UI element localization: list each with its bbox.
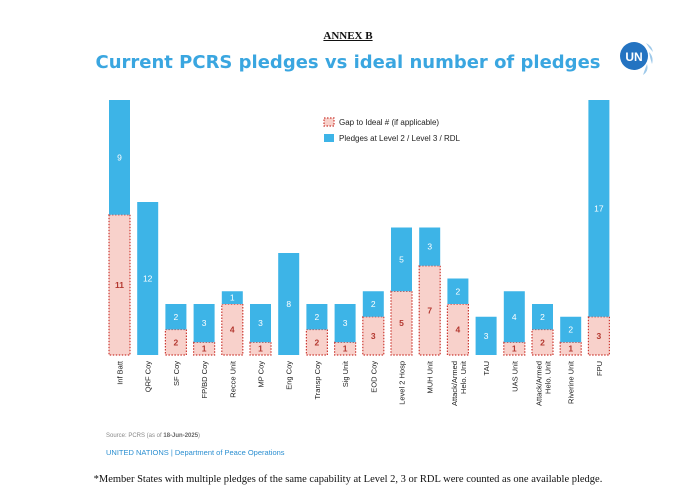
bar-pledges-1 bbox=[137, 202, 159, 355]
legend-label-gap: Gap to Ideal # (if applicable) bbox=[339, 118, 439, 127]
bar-gap-label-8: 1 bbox=[343, 344, 348, 354]
source-prefix: Source: PCRS (as of bbox=[106, 433, 164, 439]
bar-pledges-label-3: 3 bbox=[202, 318, 207, 328]
x-tick-label-8: Sig Unit bbox=[341, 360, 350, 387]
x-tick-label-11: MUH Unit bbox=[426, 360, 435, 393]
bar-gap-label-5: 1 bbox=[258, 344, 263, 354]
bar-pledges-label-15: 2 bbox=[540, 312, 545, 322]
bar-gap-label-12: 4 bbox=[456, 325, 461, 335]
bar-pledges-12 bbox=[447, 278, 469, 304]
bar-pledges-label-10: 5 bbox=[399, 254, 404, 264]
stacked-bar-chart: Gap to Ideal # (if applicable) Pledges a… bbox=[108, 100, 611, 406]
x-tick-label-7: Transp Coy bbox=[313, 361, 322, 400]
bar-pledges-14 bbox=[503, 291, 525, 343]
bar-pledges-label-9: 2 bbox=[371, 299, 376, 309]
bar-pledges-label-0: 9 bbox=[117, 152, 122, 162]
bar-gap-label-9: 3 bbox=[371, 331, 376, 341]
bar-pledges-16 bbox=[560, 316, 582, 343]
legend-swatch-pledges bbox=[324, 134, 334, 142]
bar-gap-label-14: 1 bbox=[512, 344, 517, 354]
bar-gap-label-11: 7 bbox=[427, 305, 432, 315]
source-date: 18-Jun-2025 bbox=[163, 433, 199, 439]
un-emblem-icon: UN bbox=[620, 42, 653, 75]
footnote: *Member States with multiple pledges of … bbox=[93, 474, 603, 485]
bar-gap-label-4: 4 bbox=[230, 325, 235, 335]
bar-gap-label-3: 1 bbox=[202, 344, 207, 354]
x-tick-label-2: SF Coy bbox=[172, 361, 181, 386]
x-tick-label-14: UAS Unit bbox=[510, 360, 519, 392]
bar-pledges-label-13: 3 bbox=[484, 331, 489, 341]
bar-pledges-3 bbox=[193, 304, 215, 343]
bar-gap-label-0: 11 bbox=[115, 280, 124, 290]
logo-text: UN bbox=[625, 50, 642, 64]
bar-pledges-0 bbox=[109, 100, 130, 215]
bar-pledges-label-14: 4 bbox=[512, 312, 517, 322]
bar-gap-label-2: 2 bbox=[174, 337, 179, 347]
x-tick-label-10: Level 2 Hosp bbox=[398, 361, 407, 405]
bar-pledges-label-2: 2 bbox=[174, 312, 179, 322]
source-note: Source: PCRS (as of 18-Jun-2025) bbox=[106, 433, 200, 439]
bar-pledges-10 bbox=[391, 227, 412, 292]
bar-gap-label-15: 2 bbox=[540, 337, 545, 347]
bar-pledges-8 bbox=[334, 304, 356, 343]
org-label: UNITED NATIONS | Department of Peace Ope… bbox=[106, 448, 285, 457]
x-tick-label-1: QRF Coy bbox=[144, 361, 153, 393]
source-suffix: ) bbox=[198, 433, 201, 439]
x-tick-label-17: FPU bbox=[595, 361, 604, 376]
bar-pledges-6 bbox=[278, 253, 300, 355]
annex-label: ANNEX B bbox=[323, 30, 373, 42]
bar-pledges-label-11: 3 bbox=[427, 242, 432, 252]
x-tick-label-9: EOD Coy bbox=[369, 361, 378, 393]
bar-pledges-label-1: 12 bbox=[143, 274, 153, 284]
page-title: Current PCRS pledges vs ideal number of … bbox=[95, 52, 601, 73]
bar-pledges-label-17: 17 bbox=[594, 203, 604, 213]
x-tick-label-12: Attack/ArmedHelo. Unit bbox=[450, 360, 468, 406]
bar-pledges-label-4: 1 bbox=[230, 293, 235, 303]
bar-pledges-label-7: 2 bbox=[315, 312, 320, 322]
chart-legend: Gap to Ideal # (if applicable) Pledges a… bbox=[323, 117, 461, 143]
bar-gap-label-10: 5 bbox=[399, 318, 404, 328]
x-tick-label-3: FP/BD Coy bbox=[200, 361, 209, 399]
x-tick-label-4: Recce Unit bbox=[228, 360, 237, 398]
bar-pledges-5 bbox=[250, 304, 271, 343]
x-tick-label-13: TAU bbox=[482, 361, 491, 375]
bar-pledges-7 bbox=[306, 304, 328, 330]
x-tick-label-6: Eng Coy bbox=[285, 361, 294, 390]
x-tick-label-0: Inf Batt bbox=[116, 360, 125, 385]
bar-pledges-label-12: 2 bbox=[456, 286, 461, 296]
x-tick-label-16: Riverine Unit bbox=[567, 360, 576, 404]
bar-gap-label-17: 3 bbox=[597, 331, 602, 341]
bar-pledges-17 bbox=[588, 100, 610, 317]
bar-gap-label-16: 1 bbox=[568, 344, 573, 354]
bar-pledges-11 bbox=[419, 227, 441, 266]
bar-pledges-4 bbox=[221, 291, 243, 304]
bar-pledges-2 bbox=[165, 304, 187, 330]
x-tick-label-5: MP Coy bbox=[257, 361, 266, 388]
bar-pledges-label-5: 3 bbox=[258, 318, 263, 328]
legend-label-pledges: Pledges at Level 2 / Level 3 / RDL bbox=[339, 134, 461, 143]
bar-pledges-label-6: 8 bbox=[286, 299, 291, 309]
legend-swatch-gap bbox=[323, 117, 335, 127]
x-tick-label-15: Attack/ArmedHelo. Unit bbox=[535, 360, 553, 406]
bar-pledges-9 bbox=[362, 291, 384, 317]
bar-pledges-13 bbox=[475, 316, 497, 355]
bar-pledges-label-16: 2 bbox=[568, 325, 573, 335]
bar-pledges-label-8: 3 bbox=[343, 318, 348, 328]
x-axis-labels: Inf Batt QRF Coy SF Coy FP/BD Coy Recce Unit… bbox=[116, 360, 604, 406]
bar-gap-label-7: 2 bbox=[315, 337, 320, 347]
bar-pledges-15 bbox=[532, 304, 553, 330]
